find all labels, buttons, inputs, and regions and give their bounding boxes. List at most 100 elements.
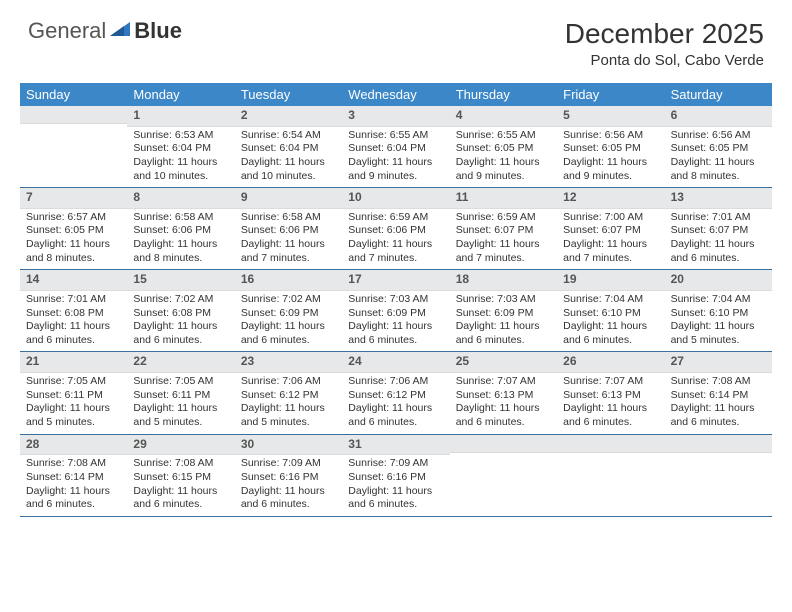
day-number: 13 bbox=[665, 188, 772, 209]
sunset-text: Sunset: 6:16 PM bbox=[241, 471, 336, 485]
day-number: 23 bbox=[235, 352, 342, 373]
day-body: Sunrise: 7:06 AMSunset: 6:12 PMDaylight:… bbox=[342, 373, 449, 434]
day-body: Sunrise: 6:56 AMSunset: 6:05 PMDaylight:… bbox=[665, 127, 772, 188]
sunrise-text: Sunrise: 6:59 AM bbox=[348, 211, 443, 225]
day-cell: 2Sunrise: 6:54 AMSunset: 6:04 PMDaylight… bbox=[235, 106, 342, 187]
sunset-text: Sunset: 6:09 PM bbox=[456, 307, 551, 321]
day-cell: 9Sunrise: 6:58 AMSunset: 6:06 PMDaylight… bbox=[235, 188, 342, 269]
daylight-text: Daylight: 11 hours and 6 minutes. bbox=[133, 320, 228, 347]
day-number: 28 bbox=[20, 435, 127, 456]
day-number: 24 bbox=[342, 352, 449, 373]
daylight-text: Daylight: 11 hours and 5 minutes. bbox=[133, 402, 228, 429]
day-body: Sunrise: 7:07 AMSunset: 6:13 PMDaylight:… bbox=[557, 373, 664, 434]
day-cell: 18Sunrise: 7:03 AMSunset: 6:09 PMDayligh… bbox=[450, 270, 557, 351]
day-body: Sunrise: 6:54 AMSunset: 6:04 PMDaylight:… bbox=[235, 127, 342, 188]
day-cell: 25Sunrise: 7:07 AMSunset: 6:13 PMDayligh… bbox=[450, 352, 557, 433]
day-cell: 11Sunrise: 6:59 AMSunset: 6:07 PMDayligh… bbox=[450, 188, 557, 269]
day-body: Sunrise: 6:57 AMSunset: 6:05 PMDaylight:… bbox=[20, 209, 127, 270]
daylight-text: Daylight: 11 hours and 9 minutes. bbox=[348, 156, 443, 183]
sunset-text: Sunset: 6:13 PM bbox=[456, 389, 551, 403]
day-number: 22 bbox=[127, 352, 234, 373]
logo-triangle-icon bbox=[110, 18, 132, 44]
sunrise-text: Sunrise: 7:07 AM bbox=[563, 375, 658, 389]
day-number: 15 bbox=[127, 270, 234, 291]
day-cell: 27Sunrise: 7:08 AMSunset: 6:14 PMDayligh… bbox=[665, 352, 772, 433]
daylight-text: Daylight: 11 hours and 6 minutes. bbox=[241, 485, 336, 512]
sunrise-text: Sunrise: 6:58 AM bbox=[133, 211, 228, 225]
day-body: Sunrise: 6:55 AMSunset: 6:04 PMDaylight:… bbox=[342, 127, 449, 188]
sunset-text: Sunset: 6:05 PM bbox=[671, 142, 766, 156]
day-body bbox=[20, 124, 127, 130]
sunrise-text: Sunrise: 7:06 AM bbox=[348, 375, 443, 389]
day-body: Sunrise: 7:02 AMSunset: 6:08 PMDaylight:… bbox=[127, 291, 234, 352]
sunrise-text: Sunrise: 7:05 AM bbox=[26, 375, 121, 389]
day-cell: 13Sunrise: 7:01 AMSunset: 6:07 PMDayligh… bbox=[665, 188, 772, 269]
day-body: Sunrise: 7:08 AMSunset: 6:14 PMDaylight:… bbox=[20, 455, 127, 516]
day-cell: 8 Sunrise: 6:58 AMSunset: 6:06 PMDaylight… bbox=[127, 188, 234, 269]
sunrise-text: Sunrise: 7:02 AM bbox=[241, 293, 336, 307]
daylight-text: Daylight: 11 hours and 7 minutes. bbox=[563, 238, 658, 265]
daylight-text: Daylight: 11 hours and 8 minutes. bbox=[133, 238, 228, 265]
daylight-text: Daylight: 11 hours and 10 minutes. bbox=[133, 156, 228, 183]
sunrise-text: Sunrise: 7:09 AM bbox=[241, 457, 336, 471]
sunrise-text: Sunrise: 7:01 AM bbox=[671, 211, 766, 225]
day-body: Sunrise: 7:05 AMSunset: 6:11 PMDaylight:… bbox=[127, 373, 234, 434]
title-block: December 2025 Ponta do Sol, Cabo Verde bbox=[565, 18, 764, 69]
weekday-header: Wednesday bbox=[342, 83, 449, 106]
day-body: Sunrise: 7:02 AMSunset: 6:09 PMDaylight:… bbox=[235, 291, 342, 352]
day-cell: 16Sunrise: 7:02 AMSunset: 6:09 PMDayligh… bbox=[235, 270, 342, 351]
sunrise-text: Sunrise: 7:06 AM bbox=[241, 375, 336, 389]
day-number: 3 bbox=[342, 106, 449, 127]
day-cell bbox=[665, 435, 772, 516]
sunset-text: Sunset: 6:06 PM bbox=[133, 224, 228, 238]
day-cell: 31Sunrise: 7:09 AMSunset: 6:16 PMDayligh… bbox=[342, 435, 449, 516]
sunset-text: Sunset: 6:08 PM bbox=[26, 307, 121, 321]
sunset-text: Sunset: 6:08 PM bbox=[133, 307, 228, 321]
weekday-header: Thursday bbox=[450, 83, 557, 106]
day-body: Sunrise: 7:04 AMSunset: 6:10 PMDaylight:… bbox=[557, 291, 664, 352]
sunrise-text: Sunrise: 7:09 AM bbox=[348, 457, 443, 471]
daylight-text: Daylight: 11 hours and 10 minutes. bbox=[241, 156, 336, 183]
day-body: Sunrise: 7:05 AMSunset: 6:11 PMDaylight:… bbox=[20, 373, 127, 434]
day-cell: 15Sunrise: 7:02 AMSunset: 6:08 PMDayligh… bbox=[127, 270, 234, 351]
weekday-header: Sunday bbox=[20, 83, 127, 106]
sunrise-text: Sunrise: 7:02 AM bbox=[133, 293, 228, 307]
week-row: 1Sunrise: 6:53 AMSunset: 6:04 PMDaylight… bbox=[20, 106, 772, 188]
logo: General Blue bbox=[28, 18, 182, 44]
daylight-text: Daylight: 11 hours and 6 minutes. bbox=[348, 320, 443, 347]
day-body: Sunrise: 7:00 AMSunset: 6:07 PMDaylight:… bbox=[557, 209, 664, 270]
sunrise-text: Sunrise: 6:58 AM bbox=[241, 211, 336, 225]
sunset-text: Sunset: 6:07 PM bbox=[563, 224, 658, 238]
day-cell: 1Sunrise: 6:53 AMSunset: 6:04 PMDaylight… bbox=[127, 106, 234, 187]
day-cell bbox=[20, 106, 127, 187]
day-number: 18 bbox=[450, 270, 557, 291]
day-number: 9 bbox=[235, 188, 342, 209]
daylight-text: Daylight: 11 hours and 5 minutes. bbox=[26, 402, 121, 429]
sunset-text: Sunset: 6:14 PM bbox=[671, 389, 766, 403]
day-body bbox=[450, 453, 557, 459]
sunrise-text: Sunrise: 7:05 AM bbox=[133, 375, 228, 389]
day-cell: 21Sunrise: 7:05 AMSunset: 6:11 PMDayligh… bbox=[20, 352, 127, 433]
day-number: 8 bbox=[127, 188, 234, 209]
weekday-header: Monday bbox=[127, 83, 234, 106]
daylight-text: Daylight: 11 hours and 6 minutes. bbox=[563, 402, 658, 429]
day-cell: 3Sunrise: 6:55 AMSunset: 6:04 PMDaylight… bbox=[342, 106, 449, 187]
daylight-text: Daylight: 11 hours and 6 minutes. bbox=[348, 402, 443, 429]
day-number: 21 bbox=[20, 352, 127, 373]
daylight-text: Daylight: 11 hours and 6 minutes. bbox=[348, 485, 443, 512]
day-cell: 24Sunrise: 7:06 AMSunset: 6:12 PMDayligh… bbox=[342, 352, 449, 433]
sunset-text: Sunset: 6:12 PM bbox=[348, 389, 443, 403]
sunset-text: Sunset: 6:04 PM bbox=[348, 142, 443, 156]
weekday-header-row: Sunday Monday Tuesday Wednesday Thursday… bbox=[20, 83, 772, 106]
day-cell: 17Sunrise: 7:03 AMSunset: 6:09 PMDayligh… bbox=[342, 270, 449, 351]
day-body: Sunrise: 7:04 AMSunset: 6:10 PMDaylight:… bbox=[665, 291, 772, 352]
daylight-text: Daylight: 11 hours and 7 minutes. bbox=[241, 238, 336, 265]
day-cell bbox=[450, 435, 557, 516]
day-cell: 12Sunrise: 7:00 AMSunset: 6:07 PMDayligh… bbox=[557, 188, 664, 269]
daylight-text: Daylight: 11 hours and 6 minutes. bbox=[563, 320, 658, 347]
day-body: Sunrise: 6:59 AMSunset: 6:07 PMDaylight:… bbox=[450, 209, 557, 270]
daylight-text: Daylight: 11 hours and 6 minutes. bbox=[671, 238, 766, 265]
logo-text-1: General bbox=[28, 18, 106, 44]
day-number: 17 bbox=[342, 270, 449, 291]
day-cell: 22Sunrise: 7:05 AMSunset: 6:11 PMDayligh… bbox=[127, 352, 234, 433]
